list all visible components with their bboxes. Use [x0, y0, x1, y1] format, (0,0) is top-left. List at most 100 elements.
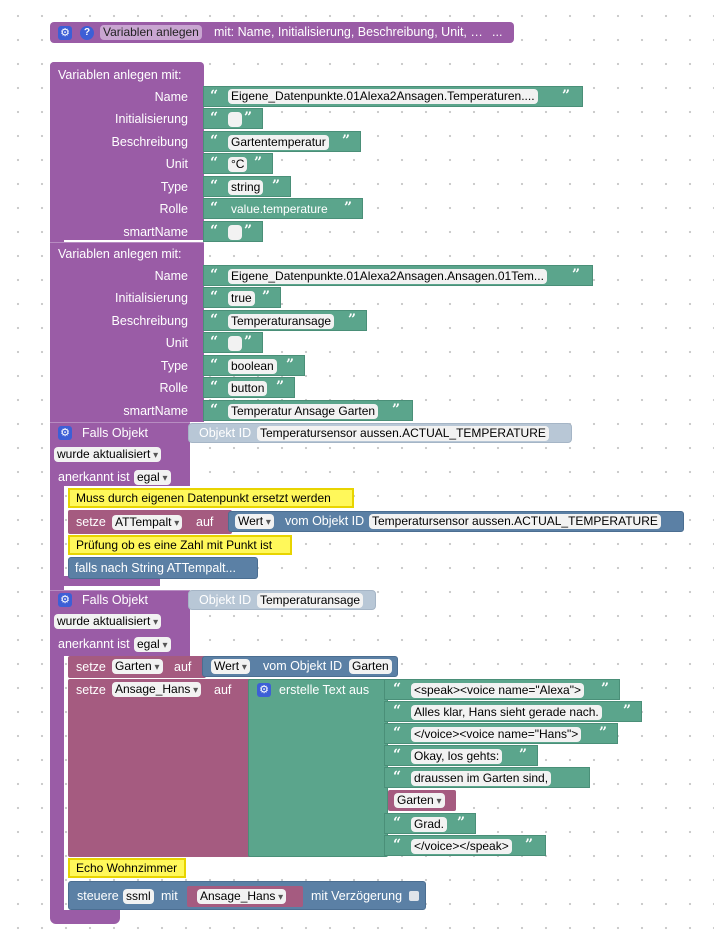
var1-unit-string[interactable]: “ °C ” [203, 153, 273, 174]
text-item-2-value[interactable]: Alles klar, Hans sieht gerade nach. [411, 705, 602, 720]
quote-close-icon: ” [286, 357, 295, 373]
text-item-1[interactable]: “ <speak><voice name="Alexa"> ” [384, 679, 620, 700]
text-item-3-value[interactable]: </voice><voice name="Hans"> [411, 727, 582, 742]
text-item-3[interactable]: “ </voice><voice name="Hans"> ” [384, 723, 618, 744]
trigger-2-objectid-value[interactable]: Temperaturansage [257, 593, 364, 608]
trigger-2-objectid-block[interactable]: Objekt ID Temperaturansage [188, 590, 376, 610]
text-item-6-var-dropdown[interactable]: Garten [394, 793, 445, 808]
trigger-2-ack-dropdown[interactable]: egal [134, 637, 171, 652]
gear-icon[interactable]: ⚙ [58, 593, 72, 607]
trigger-2-wert-dropdown[interactable]: Wert [211, 659, 250, 674]
gear-icon[interactable]: ⚙ [58, 26, 72, 40]
var1-init-string[interactable]: “ ” [203, 108, 263, 129]
collapsed-variablen-block[interactable]: ⚙ ? Variablen anlegen mit: Name, Initial… [50, 22, 514, 43]
var1-name-string[interactable]: “ Eigene_Datenpunkte.01Alexa2Ansagen.Tem… [203, 86, 583, 107]
var2-init-string[interactable]: “ true ” [203, 287, 281, 308]
text-item-2[interactable]: “ Alles klar, Hans sieht gerade nach. ” [384, 701, 642, 722]
trigger-2-set1-var-dropdown[interactable]: Garten [112, 659, 163, 674]
control-block[interactable]: steuere ssml mit Ansage_Hans mit Verzöge… [68, 881, 426, 910]
trigger-1-objectid-block[interactable]: Objekt ID Temperatursensor aussen.ACTUAL… [188, 423, 572, 443]
trigger-2-vom-objekt-value[interactable]: Garten [349, 659, 392, 674]
text-item-5-value[interactable]: draussen im Garten sind, [411, 771, 552, 786]
control-label: steuere [77, 889, 119, 903]
var1-type-value[interactable]: string [228, 180, 264, 195]
var1-desc-string[interactable]: “ Gartentemperatur ” [203, 131, 361, 152]
quote-close-icon: ” [244, 110, 253, 126]
quote-close-icon: ” [244, 334, 253, 350]
text-item-1-value[interactable]: <speak><voice name="Alexa"> [411, 683, 584, 698]
trigger-1-value-block[interactable]: Wert vom Objekt ID Temperatursensor auss… [228, 511, 684, 532]
trigger-1-wert-dropdown[interactable]: Wert [235, 514, 274, 529]
trigger-2-value-block[interactable]: Wert vom Objekt ID Garten [202, 656, 398, 677]
var1-unit-value[interactable]: °C [228, 157, 248, 172]
var2-smartname-string[interactable]: “ Temperatur Ansage Garten ” [203, 400, 413, 421]
text-item-7[interactable]: “ Grad. ” [384, 813, 476, 834]
quote-open-icon: “ [210, 110, 219, 126]
quote-close-icon: ” [342, 133, 351, 149]
create-text-block[interactable]: ⚙ erstelle Text aus [248, 679, 388, 857]
control-var-block[interactable]: Ansage_Hans [187, 886, 303, 907]
trigger-1-comment-2[interactable]: Prüfung ob es eine Zahl mit Punkt ist [68, 535, 292, 555]
trigger-1-comment-1[interactable]: Muss durch eigenen Datenpunkt ersetzt we… [68, 488, 354, 508]
var1-label-unit: Unit [165, 157, 188, 171]
var1-smartname-value[interactable] [228, 225, 242, 240]
quote-open-icon: “ [210, 223, 219, 239]
var2-init-value[interactable]: true [228, 291, 255, 306]
var1-role-string[interactable]: “ value.temperature ” [203, 198, 363, 219]
trigger-2-set2-block[interactable]: setze Ansage_Hans auf [68, 679, 252, 857]
control-var-dropdown[interactable]: Ansage_Hans [197, 889, 287, 904]
quote-open-icon: “ [210, 357, 219, 373]
var2-role-string[interactable]: “ button ” [203, 377, 295, 398]
trigger-1-vom-objekt-value[interactable]: Temperatursensor aussen.ACTUAL_TEMPERATU… [369, 514, 661, 529]
var1-type-string[interactable]: “ string ” [203, 176, 291, 197]
var1-desc-value[interactable]: Gartentemperatur [228, 135, 329, 150]
trigger-1-objectid-value[interactable]: Temperatursensor aussen.ACTUAL_TEMPERATU… [257, 426, 549, 441]
var2-type-value[interactable]: boolean [228, 359, 277, 374]
text-item-8[interactable]: “ </voice></speak> ” [384, 835, 546, 856]
var1-smartname-string[interactable]: “ ” [203, 221, 263, 242]
variables-block-2[interactable] [50, 242, 204, 422]
trigger-2-set2-var-dropdown[interactable]: Ansage_Hans [112, 682, 202, 697]
trigger-1-objectid-label: Objekt ID [199, 426, 252, 440]
var1-label-name: Name [154, 90, 188, 104]
trigger-1-set-block[interactable]: setze ATTempalt auf [68, 510, 232, 534]
var1-label-role: Rolle [159, 202, 189, 216]
trigger-2-body [50, 656, 64, 918]
delay-checkbox[interactable] [409, 891, 419, 901]
var2-desc-string[interactable]: “ Temperaturansage ” [203, 310, 367, 331]
var2-type-string[interactable]: “ boolean ” [203, 355, 305, 376]
var2-smartname-value[interactable]: Temperatur Ansage Garten [228, 404, 379, 419]
trigger-1-ack-dropdown[interactable]: egal [134, 470, 171, 485]
text-item-5[interactable]: “ draussen im Garten sind, [384, 767, 590, 788]
trigger-2-comment[interactable]: Echo Wohnzimmer [68, 858, 186, 878]
text-item-8-value[interactable]: </voice></speak> [411, 839, 512, 854]
variables-block-2-header: Variablen anlegen mit: [58, 247, 182, 261]
var2-role-value[interactable]: button [228, 381, 268, 396]
var1-init-value[interactable] [228, 112, 242, 127]
trigger-1-set-var-dropdown[interactable]: ATTempalt [112, 515, 183, 530]
var2-desc-value[interactable]: Temperaturansage [228, 314, 335, 329]
text-item-7-value[interactable]: Grad. [411, 817, 448, 832]
gear-icon[interactable]: ⚙ [58, 426, 72, 440]
var2-name-value[interactable]: Eigene_Datenpunkte.01Alexa2Ansagen.Ansag… [228, 269, 547, 284]
help-icon[interactable]: ? [80, 26, 94, 40]
text-item-4-value[interactable]: Okay, los gehts: [411, 749, 503, 764]
gear-icon[interactable]: ⚙ [257, 683, 271, 697]
trigger-2-mode-dropdown[interactable]: wurde aktualisiert [54, 614, 162, 629]
variables-block-1[interactable] [50, 62, 204, 240]
quote-close-icon: ” [525, 837, 534, 853]
text-item-6-variable[interactable]: Garten [388, 790, 456, 811]
trigger-1-collapsed-if[interactable]: falls nach String ATTempalt... [68, 557, 258, 579]
trigger-1-mode-dropdown[interactable]: wurde aktualisiert [54, 447, 162, 462]
control-field[interactable]: ssml [123, 889, 154, 904]
var2-label-role: Rolle [159, 381, 189, 395]
text-item-4[interactable]: “ Okay, los gehts: ” [384, 745, 538, 766]
var1-name-value[interactable]: Eigene_Datenpunkte.01Alexa2Ansagen.Tempe… [228, 89, 538, 104]
quote-close-icon: ” [244, 223, 253, 239]
var2-name-string[interactable]: “ Eigene_Datenpunkte.01Alexa2Ansagen.Ans… [203, 265, 593, 286]
trigger-2-set1-block[interactable]: setze Garten auf [68, 656, 206, 678]
var1-role-value[interactable]: value.temperature [228, 202, 331, 217]
quote-open-icon: “ [210, 312, 219, 328]
var2-unit-value[interactable] [228, 336, 242, 351]
var2-unit-string[interactable]: “ ” [203, 332, 263, 353]
